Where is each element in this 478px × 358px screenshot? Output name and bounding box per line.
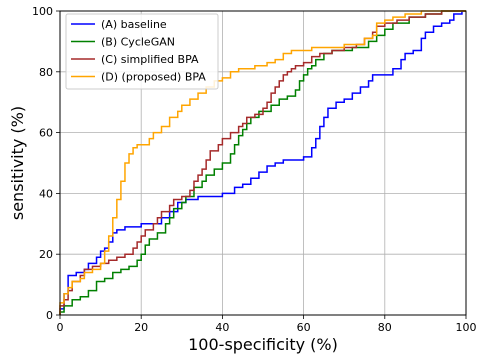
x-tick-label: 60	[297, 321, 311, 334]
y-tick-label: 80	[39, 66, 53, 79]
legend-label-1: (A) baseline	[101, 18, 167, 31]
legend: (A) baseline (B) CycleGAN (C) simplified B…	[65, 13, 219, 90]
x-tick-label: 100	[456, 321, 477, 334]
legend-box	[65, 13, 219, 90]
legend-items: (A) baseline (B) CycleGAN (C) simplified B…	[71, 18, 206, 84]
series-line-4	[59, 10, 466, 315]
legend-label-2: (B) CycleGAN	[101, 36, 175, 49]
series-line-1	[59, 10, 466, 315]
y-axis-label: sensitivity (%)	[8, 106, 27, 220]
x-tick-label: 0	[57, 321, 64, 334]
y-tick-label: 40	[39, 187, 53, 200]
legend-label-3: (C) simplified BPA	[101, 53, 199, 66]
x-axis-label: 100-specificity (%)	[188, 335, 338, 354]
x-tick-label: 80	[378, 321, 392, 334]
x-tick-label: 40	[215, 321, 229, 334]
y-tick-label: 60	[39, 127, 53, 140]
tick-layer: 0 20 40 60 80 100 0 20 40 60 80 100	[32, 5, 477, 334]
series-layer	[59, 10, 466, 315]
plot-frame	[59, 10, 467, 316]
legend-label-4: (D) (proposed) BPA	[101, 71, 206, 84]
y-tick-label: 20	[39, 248, 53, 261]
y-tick-label: 100	[32, 5, 53, 18]
x-tick-label: 20	[134, 321, 148, 334]
y-tick-label: 0	[46, 309, 53, 322]
